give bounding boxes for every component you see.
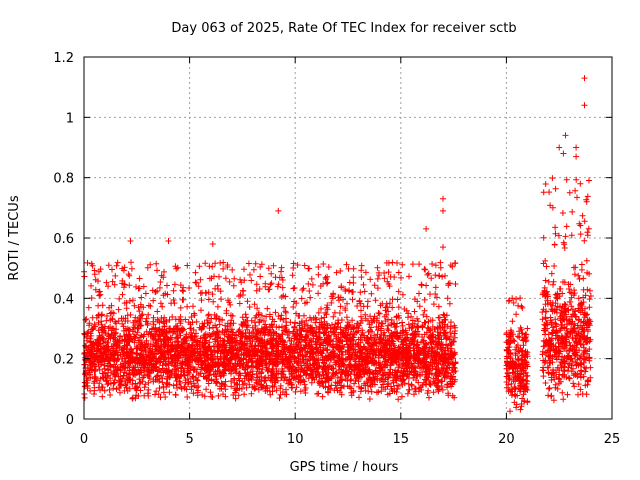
y-tick-label: 0.4 xyxy=(53,292,74,307)
y-tick-label: 0.8 xyxy=(53,172,74,187)
x-tick-label: 0 xyxy=(80,432,88,447)
chart-title: Day 063 of 2025, Rate Of TEC Index for r… xyxy=(171,21,516,36)
y-tick-label: 0.6 xyxy=(53,232,74,247)
axis-ticks: 0 5 10 15 20 25 0 0.2 0.4 0.6 0.8 1 1.2 xyxy=(53,51,620,447)
x-tick-label: 15 xyxy=(393,432,410,447)
y-axis-label: ROTI / TECUs xyxy=(7,195,22,280)
x-tick-label: 10 xyxy=(287,432,304,447)
y-tick-label: 1.2 xyxy=(53,51,74,66)
roti-point-markers xyxy=(81,75,594,415)
y-tick-label: 1 xyxy=(66,111,74,126)
data-points xyxy=(81,75,594,415)
x-tick-label: 25 xyxy=(604,432,621,447)
x-tick-label: 5 xyxy=(185,432,193,447)
y-tick-label: 0.2 xyxy=(53,353,74,368)
x-axis-label: GPS time / hours xyxy=(290,460,399,475)
y-tick-label: 0 xyxy=(66,413,74,428)
x-tick-label: 20 xyxy=(498,432,515,447)
